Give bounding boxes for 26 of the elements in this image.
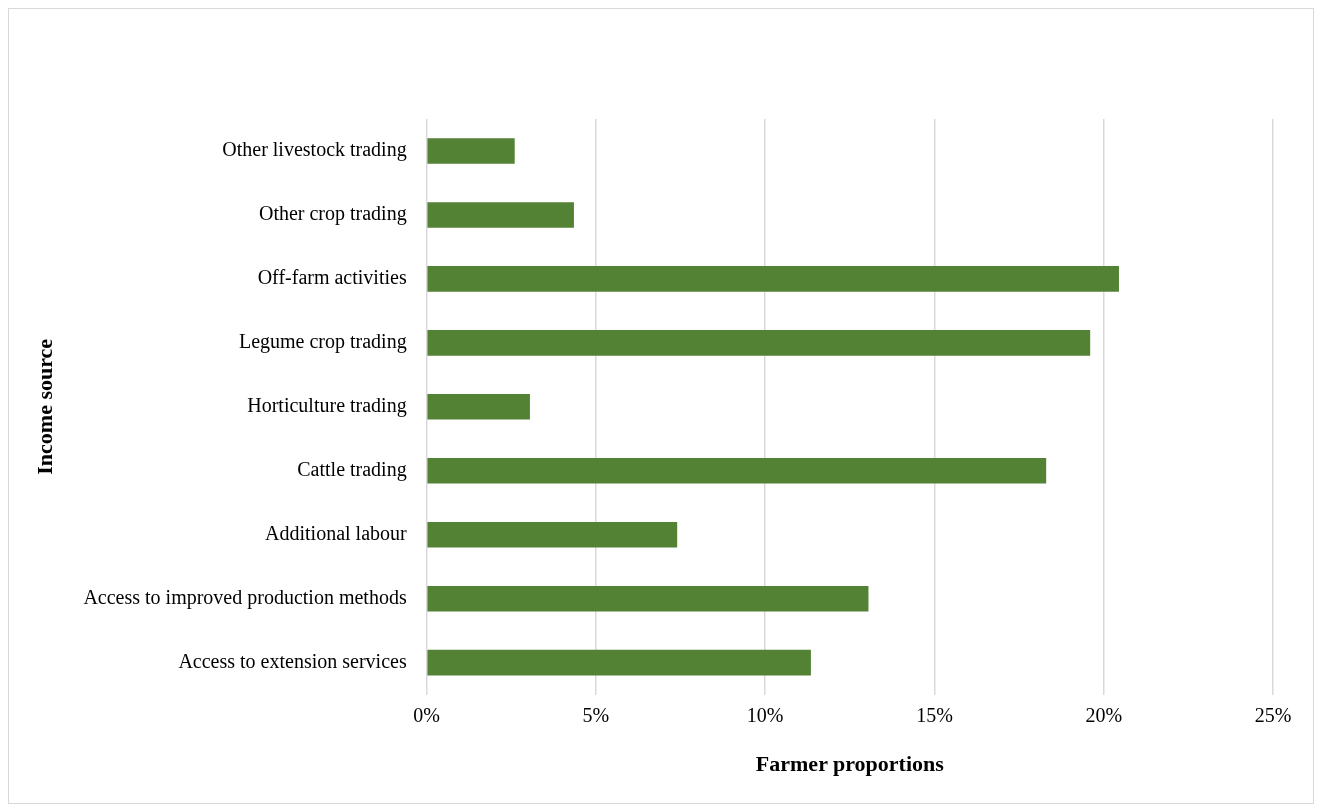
x-tick-label: 20% xyxy=(1085,703,1123,726)
bar xyxy=(427,202,574,228)
y-tick-label: Off-farm activities xyxy=(257,266,407,289)
x-axis-title: Farmer proportions xyxy=(755,751,945,777)
x-tick-label: 15% xyxy=(916,703,953,726)
bar xyxy=(427,330,1091,356)
x-tick-label: 10% xyxy=(746,703,784,726)
y-axis-title: Income source xyxy=(31,338,57,475)
x-tick-label: 0% xyxy=(413,703,441,726)
y-tick-label: Legume crop trading xyxy=(238,330,407,354)
y-tick-label: Additional labour xyxy=(265,521,408,544)
x-tick-label: 25% xyxy=(1254,703,1292,726)
bar xyxy=(427,649,811,676)
y-tick-label: Other crop trading xyxy=(258,202,407,226)
bar xyxy=(427,585,869,612)
y-tick-label: Horticulture trading xyxy=(247,394,407,418)
bar xyxy=(427,394,530,420)
bar xyxy=(427,457,1047,484)
y-tick-label: Cattle trading xyxy=(297,458,407,482)
y-tick-label: Access to improved production methods xyxy=(83,585,407,609)
bar xyxy=(427,266,1119,292)
bar xyxy=(427,521,678,548)
y-tick-label: Other livestock trading xyxy=(222,138,407,162)
x-tick-label: 5% xyxy=(582,703,610,726)
bar xyxy=(427,138,515,164)
y-tick-label: Access to extension services xyxy=(178,649,407,672)
